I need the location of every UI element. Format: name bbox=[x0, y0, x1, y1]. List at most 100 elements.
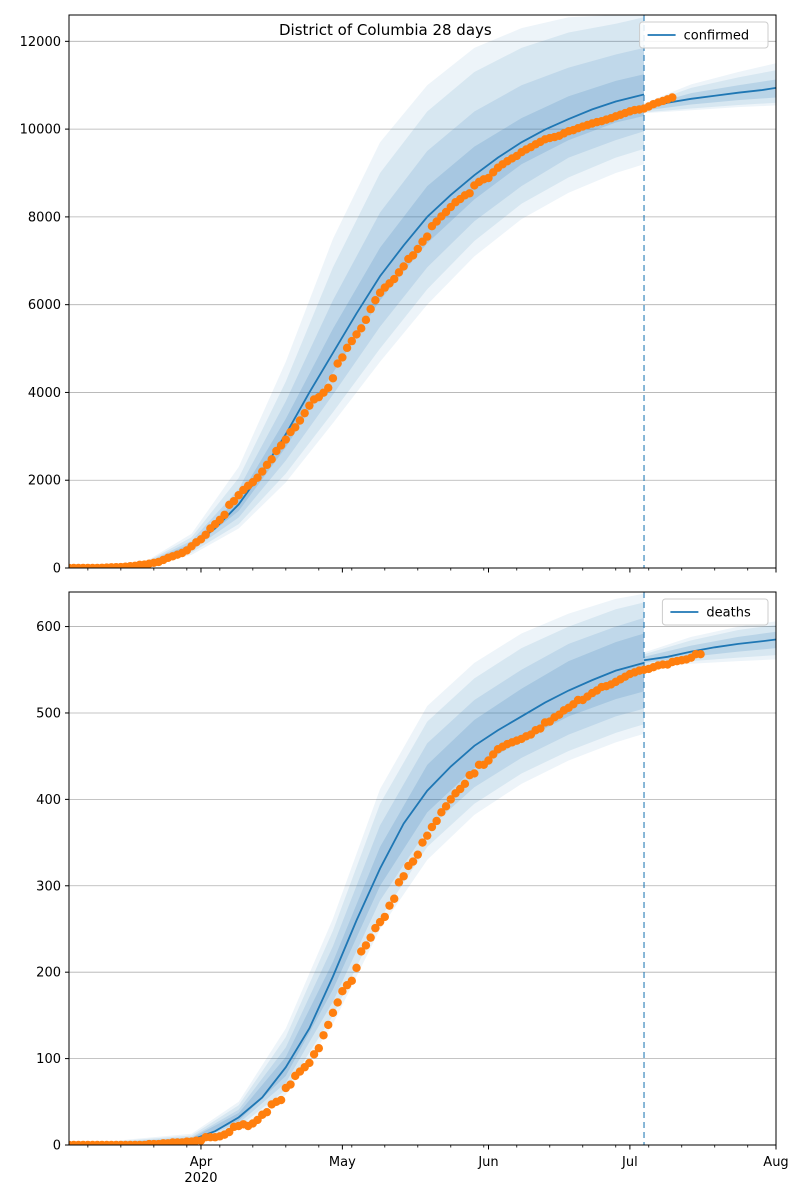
confirmed-uncertainty-band-95 bbox=[69, 15, 645, 568]
deaths-observed-point bbox=[385, 901, 394, 910]
confirmed-plot-area bbox=[69, 15, 776, 568]
deaths-xtick-label: Apr bbox=[190, 1155, 213, 1170]
deaths-observed-point bbox=[347, 976, 356, 986]
deaths-observed-point bbox=[390, 894, 399, 903]
confirmed-observed-point bbox=[262, 460, 272, 470]
confirmed-axes-frame bbox=[68, 14, 777, 569]
deaths-observed-point bbox=[399, 872, 408, 881]
deaths-observed-point bbox=[427, 822, 437, 832]
confirmed-observed-point bbox=[423, 232, 432, 241]
confirmed-observed-point bbox=[357, 324, 366, 333]
confirmed-observed-point bbox=[465, 189, 474, 198]
confirmed-observed-point bbox=[394, 268, 404, 277]
deaths-observed-point bbox=[276, 1095, 286, 1105]
deaths-observed-point bbox=[418, 838, 427, 847]
deaths-observed-point bbox=[366, 933, 375, 942]
confirmed-observed-point bbox=[668, 93, 677, 102]
deaths-axes-frame bbox=[68, 591, 777, 1146]
confirmed-observed-point bbox=[295, 416, 305, 425]
confirmed-observed-point bbox=[281, 435, 291, 444]
confirmed-legend-box bbox=[639, 21, 769, 49]
confirmed-uncertainty-band-90 bbox=[69, 17, 645, 568]
deaths-ytick-label: 0 bbox=[53, 1139, 61, 1154]
deaths-ytick-label: 200 bbox=[36, 966, 61, 981]
deaths-observed-point bbox=[446, 795, 455, 804]
deaths-ytick-label: 500 bbox=[36, 706, 61, 721]
confirmed-forecast-band-50 bbox=[644, 79, 776, 111]
deaths-observed-point bbox=[338, 986, 347, 996]
confirmed-observed-point bbox=[229, 496, 239, 506]
deaths-observed-point bbox=[352, 963, 361, 973]
deaths-observed-point bbox=[423, 831, 432, 840]
confirmed-legend-label: confirmed bbox=[684, 29, 750, 44]
confirmed-observed-point bbox=[413, 244, 422, 254]
confirmed-observed-point bbox=[305, 401, 314, 410]
confirmed-forecast-band-95 bbox=[644, 63, 776, 114]
deaths-observed-point bbox=[470, 769, 479, 778]
confirmed-observed-point bbox=[352, 330, 361, 339]
deaths-ytick-label: 300 bbox=[36, 879, 61, 894]
confirmed-observed-point bbox=[272, 446, 281, 456]
confirmed-uncertainty-band-50 bbox=[69, 74, 645, 568]
deaths-observed-point bbox=[484, 756, 493, 765]
deaths-observed-point bbox=[286, 1080, 295, 1089]
deaths-observed-point bbox=[328, 1008, 338, 1017]
deaths-observed-point bbox=[441, 802, 451, 811]
confirmed-panel: 0 2000 4000 6000 8000 10000 12000 confirmed bbox=[20, 14, 777, 577]
confirmed-observed-point bbox=[328, 374, 338, 383]
deaths-forecast-line bbox=[643, 638, 776, 662]
confirmed-ytick-label: 0 bbox=[53, 562, 61, 577]
confirmed-observed-point bbox=[347, 336, 356, 346]
figure-title: District of Columbia 28 days bbox=[279, 21, 492, 39]
deaths-uncertainty-band-90 bbox=[69, 602, 645, 1145]
confirmed-observed-point bbox=[342, 343, 352, 353]
deaths-observed-point bbox=[319, 1031, 328, 1040]
deaths-model-line bbox=[69, 661, 645, 1145]
confirmed-ytick-label: 12000 bbox=[20, 35, 61, 50]
confirmed-observed-point bbox=[324, 383, 333, 392]
confirmed-observed-point bbox=[300, 408, 309, 418]
confirmed-uncertainty-band-75 bbox=[69, 47, 645, 568]
confirmed-ytick-label: 2000 bbox=[28, 474, 61, 489]
deaths-xtick-label: Jun bbox=[477, 1155, 498, 1170]
deaths-legend-box bbox=[661, 598, 769, 626]
deaths-ytick-label: 100 bbox=[36, 1052, 61, 1067]
confirmed-observed-point bbox=[201, 530, 210, 539]
deaths-observed-point bbox=[357, 947, 366, 956]
deaths-legend-label: deaths bbox=[706, 606, 751, 621]
confirmed-observed-point bbox=[484, 173, 493, 183]
deaths-ytick-label: 600 bbox=[36, 620, 61, 635]
confirmed-observed-point bbox=[220, 510, 229, 520]
deaths-xtick-label: Jul bbox=[621, 1155, 638, 1170]
deaths-forecast-band-95 bbox=[644, 621, 776, 668]
deaths-uncertainty-band-50 bbox=[69, 633, 645, 1145]
confirmed-observed-point bbox=[408, 251, 418, 260]
deaths-observed-point bbox=[262, 1107, 272, 1117]
confirmed-observed-point bbox=[390, 274, 399, 284]
confirmed-observed-point bbox=[399, 262, 408, 271]
deaths-observed-point bbox=[380, 912, 389, 922]
confirmed-observed-point bbox=[253, 473, 262, 482]
deaths-observed-point bbox=[314, 1044, 324, 1053]
confirmed-observed-point bbox=[366, 304, 375, 314]
confirmed-observed-point bbox=[361, 315, 371, 325]
deaths-observed-point bbox=[361, 941, 371, 950]
deaths-observed-point bbox=[333, 998, 342, 1007]
deaths-observed-point bbox=[324, 1020, 333, 1030]
deaths-ytick-label: 400 bbox=[36, 793, 61, 808]
deaths-observed-point bbox=[696, 650, 705, 659]
deaths-legend: deaths bbox=[661, 598, 769, 626]
deaths-observed-point bbox=[305, 1058, 314, 1068]
confirmed-observed-point bbox=[333, 359, 342, 368]
confirmed-ytick-label: 8000 bbox=[28, 210, 61, 225]
deaths-observed-point bbox=[437, 808, 446, 817]
deaths-xtick-sublabel: 2020 bbox=[184, 1171, 217, 1186]
confirmed-ytick-label: 6000 bbox=[28, 298, 61, 313]
deaths-observed-point bbox=[460, 779, 470, 789]
deaths-observed-point bbox=[408, 857, 418, 866]
confirmed-observed-point bbox=[371, 295, 380, 305]
confirmed-observed-point bbox=[258, 467, 267, 476]
deaths-uncertainty-band-95 bbox=[69, 593, 645, 1145]
